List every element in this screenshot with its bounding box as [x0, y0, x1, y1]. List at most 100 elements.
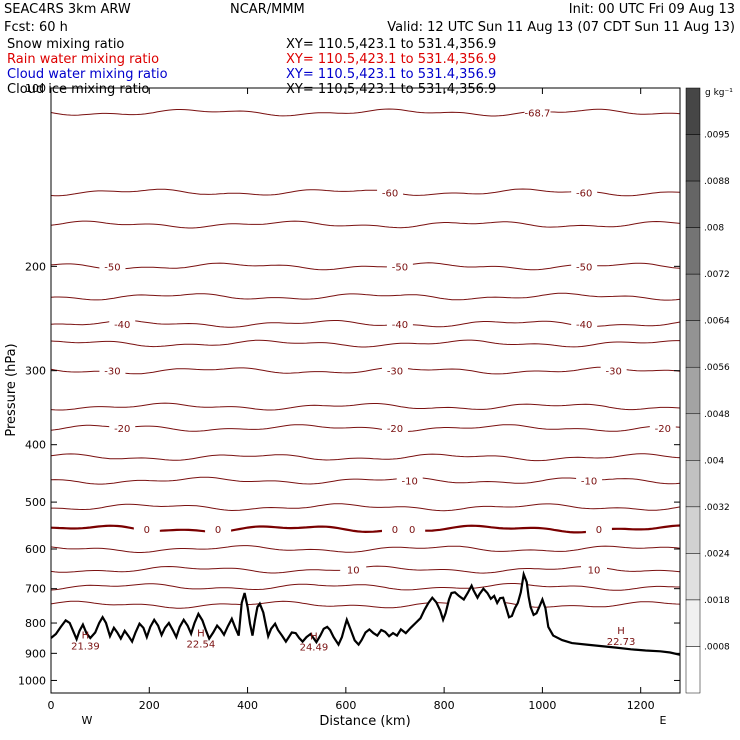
- valid-time-label: Valid: 12 UTC Sun 11 Aug 13 (07 CDT Sun …: [387, 20, 735, 35]
- y-tick-label: 400: [25, 439, 46, 452]
- contour-line: [50, 108, 681, 117]
- contour-line: [50, 476, 681, 485]
- contour-label: -40: [392, 320, 408, 331]
- colorbar-segment: [685, 506, 701, 554]
- plot-frame: [50, 87, 681, 694]
- contour-label-bg: [109, 317, 136, 329]
- contour-label: -60: [382, 188, 398, 199]
- contour-line: [50, 453, 681, 462]
- contour-label: -30: [605, 367, 621, 378]
- contour-labels: -68.7 -60 -60 -50 -50 -50 -40 -40 -40 -30 -30 -30 -2…: [99, 106, 676, 577]
- contour-label-bg: [524, 106, 551, 118]
- colorbar-label: .0018: [704, 596, 730, 606]
- contour-label: -20: [387, 424, 403, 435]
- field-xy-cloud-ice: XY= 110.5,423.1 to 531.4,356.9: [286, 82, 496, 97]
- colorbar-label: .0072: [704, 270, 730, 280]
- contour-line: [50, 545, 681, 553]
- contour-label: -50: [104, 262, 120, 273]
- contour-label-bg: [133, 522, 160, 534]
- contour-label: 0: [392, 525, 398, 536]
- colorbar-label: .0048: [704, 410, 730, 420]
- high-value: 22.54: [187, 640, 216, 651]
- field-name-cloud-water: Cloud water mixing ratio: [7, 67, 168, 82]
- colorbar-label: .0024: [704, 549, 730, 559]
- high-marker: H: [617, 626, 625, 637]
- contour-label-bg: [600, 364, 627, 376]
- contour-label: -10: [402, 477, 418, 488]
- x-tick-label: 1000: [528, 699, 556, 712]
- contour-label-bg: [399, 522, 426, 534]
- colorbar-label: .0008: [704, 642, 730, 652]
- colorbar-label: .008: [704, 224, 724, 234]
- contour-label-bg: [581, 563, 608, 575]
- contour-label-bg: [99, 364, 126, 376]
- high-value: 22.73: [607, 637, 636, 648]
- contour-label-bg: [205, 522, 232, 534]
- contour-label-bg: [571, 317, 598, 329]
- y-axis-label: Pressure (hPa): [4, 343, 19, 436]
- colorbar-segment: [685, 553, 701, 601]
- contour-label-bg: [396, 474, 423, 486]
- colorbar-segment: [685, 227, 701, 275]
- high-marker: H: [82, 631, 90, 642]
- x-tick-label: 400: [237, 699, 258, 712]
- colorbar-label: .0064: [704, 317, 730, 327]
- high-marker: H: [197, 629, 205, 640]
- contour-line: [50, 424, 681, 433]
- terrain-line: [50, 570, 681, 656]
- contour-label: -20: [114, 424, 130, 435]
- contour-label: -60: [576, 188, 592, 199]
- contour-label-bg: [585, 522, 612, 534]
- colorbar-segment: [685, 366, 701, 415]
- y-tick-label: 200: [25, 260, 46, 273]
- colorbar-segment: [685, 87, 701, 135]
- high-value: 24.49: [300, 643, 329, 654]
- colorbar-segment: [685, 413, 701, 461]
- contour-label: -30: [387, 367, 403, 378]
- colorbar-segment: [685, 180, 701, 228]
- contour-line: [50, 583, 680, 591]
- forecast-hour-label: Fcst: 60 h: [4, 20, 68, 35]
- colorbar: .0095 .0088 .008 .0072 .0064 .0056 .0048 .004 .0…: [685, 87, 730, 694]
- init-time-label: Init: 00 UTC Fri 09 Aug 13: [569, 2, 735, 17]
- contour-label: -10: [581, 477, 597, 488]
- contour-label-bg: [340, 563, 367, 575]
- colorbar-segment: [685, 320, 701, 368]
- contour-label: 0: [215, 525, 221, 536]
- colorbar-segment: [685, 599, 701, 647]
- colorbar-label: .0056: [704, 363, 730, 373]
- x-axis-label: Distance (km): [319, 714, 410, 729]
- contour-label-bg: [576, 474, 603, 486]
- colorbar-unit: g kg⁻¹: [705, 88, 733, 98]
- x-tick-label: 0: [48, 699, 55, 712]
- colorbar-label: .004: [704, 456, 724, 466]
- contour-label: 0: [144, 525, 150, 536]
- contour-label-bg: [381, 422, 408, 434]
- y-tick-label: 1000: [18, 674, 46, 687]
- high-value: 21.39: [71, 642, 100, 653]
- contour-line: [50, 220, 681, 229]
- contour-line: [50, 339, 680, 348]
- colorbar-segment: [685, 273, 701, 321]
- field-xy-rain: XY= 110.5,423.1 to 531.4,356.9: [286, 52, 496, 67]
- terrain-profile: [50, 570, 681, 693]
- contour-label: 10: [347, 566, 360, 577]
- field-name-cloud-ice: Cloud ice mixing ratio: [7, 82, 149, 97]
- contour-label-bg: [649, 422, 676, 434]
- field-xy-cloud-water: XY= 110.5,423.1 to 531.4,356.9: [286, 67, 496, 82]
- contour-label: -68.7: [525, 109, 551, 120]
- y-tick-label: 700: [25, 583, 46, 596]
- contour-label-bg: [571, 186, 598, 198]
- colorbar-segment: [685, 460, 701, 508]
- east-label: E: [660, 714, 667, 727]
- colorbar-segment: [685, 134, 701, 182]
- contour-label: 10: [588, 566, 601, 577]
- contour-label: -30: [104, 367, 120, 378]
- temperature-contours: [50, 108, 681, 609]
- contour-label: -40: [576, 320, 592, 331]
- y-tick-label: 800: [25, 617, 46, 630]
- y-tick-label: 100: [25, 82, 46, 95]
- contour-label-bg: [386, 317, 413, 329]
- contour-label: 0: [409, 525, 415, 536]
